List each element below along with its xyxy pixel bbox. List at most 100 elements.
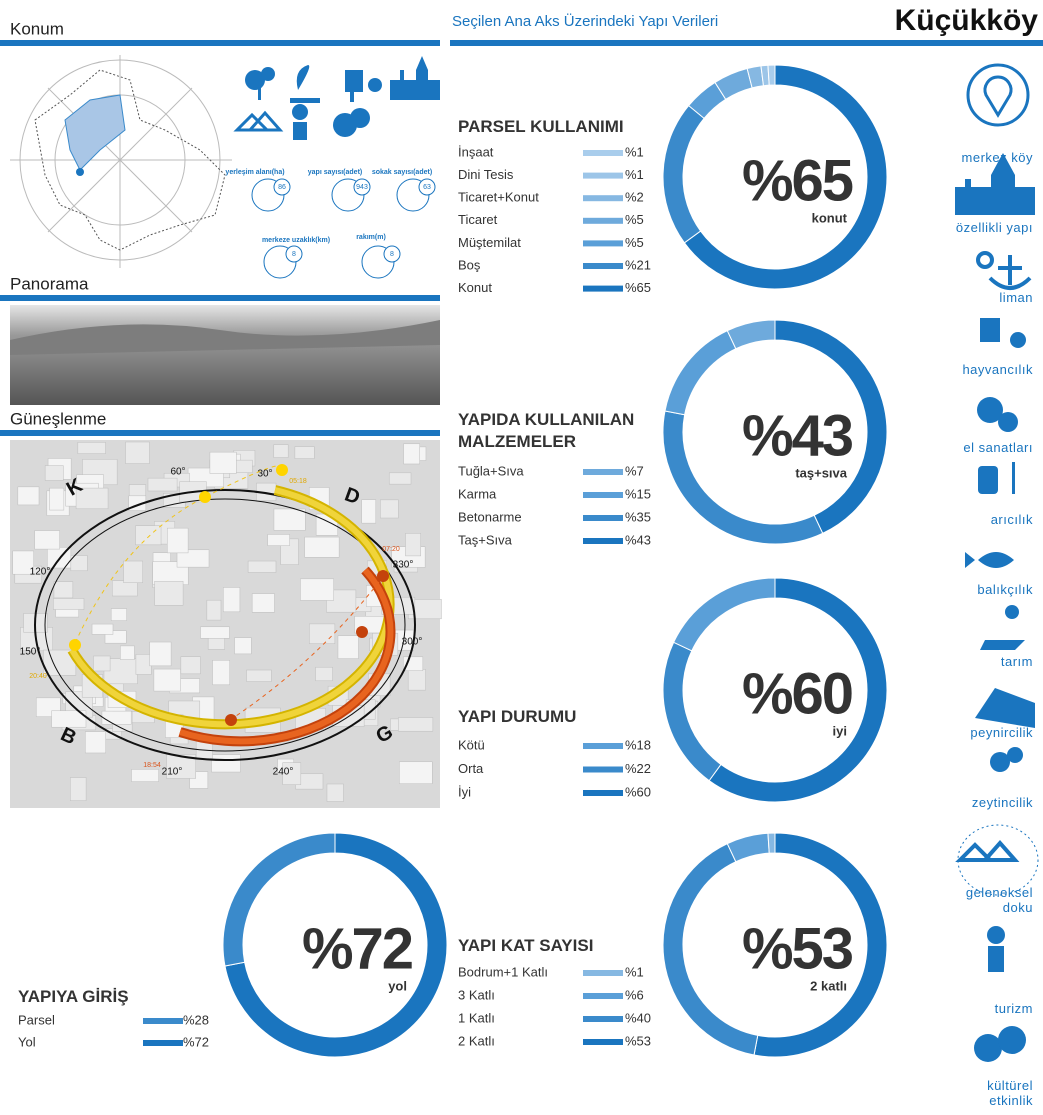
- legend-swatch: [583, 993, 623, 999]
- center-label: iyi: [833, 723, 847, 738]
- legend-label: Boş: [458, 257, 481, 272]
- building: [399, 762, 432, 784]
- decoration: [69, 639, 81, 651]
- decoration: [980, 640, 1025, 650]
- legend-value: %28: [183, 1012, 209, 1027]
- decoration: [258, 86, 261, 100]
- building: [295, 447, 314, 459]
- stat-label: yapı sayısı(adet): [308, 169, 362, 176]
- sidebar-label: el sanatları: [943, 440, 1033, 455]
- legend-swatch: [583, 286, 623, 292]
- building: [85, 732, 105, 753]
- decoration: [975, 688, 1035, 728]
- decoration: [293, 122, 307, 140]
- decoration: [377, 570, 389, 582]
- building: [212, 755, 241, 772]
- donut-slice: [665, 331, 736, 415]
- building: [405, 533, 420, 556]
- legend-swatch: [583, 515, 623, 521]
- decoration: [65, 95, 125, 170]
- legend-value: %65: [625, 280, 651, 295]
- decoration: [985, 77, 1011, 115]
- building: [155, 581, 183, 605]
- decoration: [356, 626, 368, 638]
- stat-label: merkeze uzaklık(km): [262, 237, 330, 244]
- stats: yerleşim alanı(ha)86yapı sayısı(adet)943…: [225, 169, 435, 278]
- legend-value: %72: [183, 1034, 209, 1049]
- legend-swatch: [583, 240, 623, 246]
- decoration: [292, 104, 308, 120]
- sidebar-label: tarım: [943, 654, 1033, 669]
- decoration: [960, 843, 1015, 860]
- legend-value: %2: [625, 190, 644, 205]
- donut-slice: [674, 578, 775, 651]
- sidebar-label: balıkçılık: [943, 582, 1033, 597]
- legend-label: Taş+Sıva: [458, 532, 513, 547]
- building: [136, 526, 161, 545]
- decoration: [350, 108, 370, 128]
- center-value: %65: [742, 148, 853, 213]
- sidebar-label: liman: [943, 290, 1033, 305]
- building: [18, 487, 39, 505]
- sun-time: 18:54: [143, 762, 161, 769]
- legend-label: Tuğla+Sıva: [458, 463, 524, 478]
- compass-angle: 330°: [393, 560, 414, 571]
- legend-value: %53: [625, 1033, 651, 1048]
- building: [70, 777, 86, 800]
- legend-value: %21: [625, 257, 651, 272]
- legend-swatch: [583, 1016, 623, 1022]
- decoration: [1007, 747, 1023, 763]
- donut-slice: [727, 320, 775, 349]
- building: [120, 646, 134, 660]
- decoration: [988, 946, 1004, 972]
- decoration: [998, 1026, 1026, 1054]
- center-value: %43: [742, 403, 853, 468]
- decoration: [990, 255, 1030, 288]
- decoration: [987, 926, 1005, 944]
- center-label: konut: [812, 210, 848, 225]
- building: [316, 667, 333, 681]
- legend-swatch: [583, 150, 623, 156]
- building: [398, 718, 432, 732]
- building: [404, 444, 420, 464]
- building: [248, 561, 276, 572]
- compass-angle: 300°: [402, 637, 423, 648]
- donut-slice: [727, 833, 769, 862]
- decoration: [978, 253, 992, 267]
- building: [53, 598, 84, 609]
- legend-value: %5: [625, 235, 644, 250]
- building: [223, 587, 240, 611]
- place-title: Küçükköy: [895, 4, 1039, 37]
- decoration: [390, 56, 440, 100]
- location-map: [10, 55, 232, 268]
- decoration: [1012, 462, 1015, 494]
- building: [247, 670, 272, 681]
- legend-swatch: [583, 970, 623, 976]
- legend-label: Ticaret+Konut: [458, 190, 539, 205]
- sidebar-label: özellikli yapı: [943, 220, 1033, 235]
- building: [102, 711, 131, 724]
- legend-value: %22: [625, 761, 651, 776]
- building: [181, 657, 201, 674]
- legend-value: %7: [625, 463, 644, 478]
- donut-slice: [663, 106, 704, 243]
- decoration: [980, 318, 1000, 342]
- building: [327, 784, 344, 802]
- center-label: taş+sıva: [795, 465, 847, 480]
- legend-value: %1: [625, 167, 644, 182]
- legend-label: Orta: [458, 761, 484, 776]
- legend-swatch: [143, 1040, 183, 1046]
- building: [408, 669, 425, 690]
- building: [150, 642, 171, 666]
- legend-swatch: [143, 1018, 183, 1024]
- decoration: [225, 714, 237, 726]
- sun-time: 20:40: [29, 673, 47, 680]
- chart-title: YAPI KAT SAYISI: [458, 935, 658, 957]
- legend-value: %1: [625, 144, 644, 159]
- legend-value: %40: [625, 1010, 651, 1025]
- building: [154, 669, 181, 691]
- decoration: [199, 491, 211, 503]
- section-bar: [0, 295, 440, 301]
- legend-value: %60: [625, 784, 651, 799]
- sidebar-label: zeytincilik: [943, 795, 1033, 810]
